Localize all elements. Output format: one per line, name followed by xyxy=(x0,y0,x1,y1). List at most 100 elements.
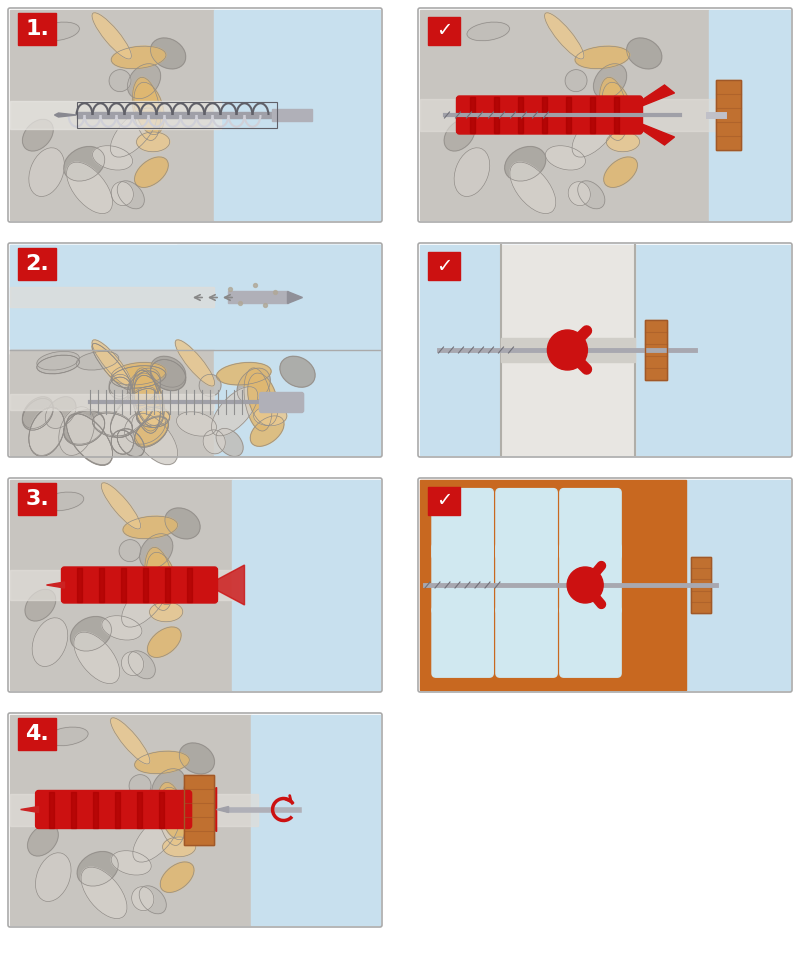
Ellipse shape xyxy=(102,482,141,529)
Bar xyxy=(186,568,191,602)
Ellipse shape xyxy=(110,108,157,158)
Ellipse shape xyxy=(119,540,141,562)
Polygon shape xyxy=(21,807,38,813)
Ellipse shape xyxy=(127,371,161,406)
Ellipse shape xyxy=(118,429,144,456)
Ellipse shape xyxy=(22,398,54,430)
Ellipse shape xyxy=(111,363,166,385)
Ellipse shape xyxy=(111,431,134,455)
FancyBboxPatch shape xyxy=(560,489,621,560)
Bar xyxy=(542,97,546,133)
Bar xyxy=(250,715,380,925)
Ellipse shape xyxy=(133,77,161,140)
Bar xyxy=(10,480,232,690)
Bar xyxy=(10,350,214,455)
Ellipse shape xyxy=(134,415,168,446)
Ellipse shape xyxy=(134,82,164,135)
Ellipse shape xyxy=(134,752,190,774)
Ellipse shape xyxy=(132,886,154,911)
Bar xyxy=(165,568,170,602)
Ellipse shape xyxy=(134,157,168,187)
Ellipse shape xyxy=(128,650,155,679)
Bar xyxy=(184,775,214,844)
Bar xyxy=(70,792,76,827)
Bar xyxy=(77,568,82,602)
Bar xyxy=(645,320,666,380)
Ellipse shape xyxy=(160,862,194,892)
Bar xyxy=(232,480,380,690)
Ellipse shape xyxy=(46,396,76,429)
Ellipse shape xyxy=(211,387,258,435)
Ellipse shape xyxy=(32,618,68,667)
Bar xyxy=(566,97,570,133)
FancyBboxPatch shape xyxy=(432,543,494,614)
Polygon shape xyxy=(619,115,674,145)
Bar xyxy=(18,483,56,515)
Ellipse shape xyxy=(66,414,113,465)
Bar xyxy=(137,792,142,827)
Ellipse shape xyxy=(110,389,157,437)
Bar xyxy=(494,97,498,133)
Text: 1.: 1. xyxy=(25,19,49,39)
Bar xyxy=(184,775,214,844)
Text: 3.: 3. xyxy=(25,489,49,509)
Ellipse shape xyxy=(111,46,166,69)
Ellipse shape xyxy=(66,414,113,465)
Ellipse shape xyxy=(150,360,186,391)
Ellipse shape xyxy=(150,38,186,69)
Point xyxy=(258,298,271,313)
Bar xyxy=(177,245,380,350)
Ellipse shape xyxy=(64,411,105,445)
Ellipse shape xyxy=(134,375,164,428)
Ellipse shape xyxy=(92,12,131,59)
Ellipse shape xyxy=(25,589,56,621)
Bar xyxy=(691,557,711,613)
Ellipse shape xyxy=(37,355,79,373)
Polygon shape xyxy=(214,565,245,605)
Ellipse shape xyxy=(92,344,131,390)
Ellipse shape xyxy=(510,162,556,214)
Bar xyxy=(10,350,380,455)
Bar xyxy=(98,568,103,602)
Ellipse shape xyxy=(216,429,243,456)
Ellipse shape xyxy=(158,782,186,845)
Bar xyxy=(158,792,164,827)
FancyBboxPatch shape xyxy=(457,96,642,134)
Ellipse shape xyxy=(46,727,88,746)
FancyBboxPatch shape xyxy=(62,567,218,603)
Bar xyxy=(502,338,634,362)
Bar xyxy=(420,99,716,131)
Polygon shape xyxy=(217,807,229,813)
Ellipse shape xyxy=(29,408,65,456)
Ellipse shape xyxy=(175,340,214,386)
Ellipse shape xyxy=(572,108,618,158)
Ellipse shape xyxy=(505,146,546,181)
Ellipse shape xyxy=(134,416,168,447)
Ellipse shape xyxy=(93,413,133,437)
Bar xyxy=(614,97,618,133)
Ellipse shape xyxy=(199,374,221,396)
Ellipse shape xyxy=(118,180,144,209)
Ellipse shape xyxy=(604,157,638,187)
Point xyxy=(269,285,282,300)
Bar xyxy=(142,568,147,602)
Ellipse shape xyxy=(111,430,134,454)
Ellipse shape xyxy=(162,837,196,857)
Bar xyxy=(271,109,311,121)
Bar xyxy=(214,10,380,220)
Ellipse shape xyxy=(92,344,131,390)
Ellipse shape xyxy=(594,64,626,98)
Ellipse shape xyxy=(64,146,105,181)
Bar xyxy=(518,97,522,133)
Ellipse shape xyxy=(280,356,315,387)
Ellipse shape xyxy=(109,377,131,399)
Ellipse shape xyxy=(134,416,168,447)
Bar xyxy=(10,354,214,455)
Circle shape xyxy=(567,567,603,603)
Ellipse shape xyxy=(29,148,65,197)
FancyBboxPatch shape xyxy=(496,543,557,614)
Bar xyxy=(214,350,380,455)
Ellipse shape xyxy=(37,351,79,370)
Ellipse shape xyxy=(444,119,475,151)
Bar xyxy=(420,480,790,690)
